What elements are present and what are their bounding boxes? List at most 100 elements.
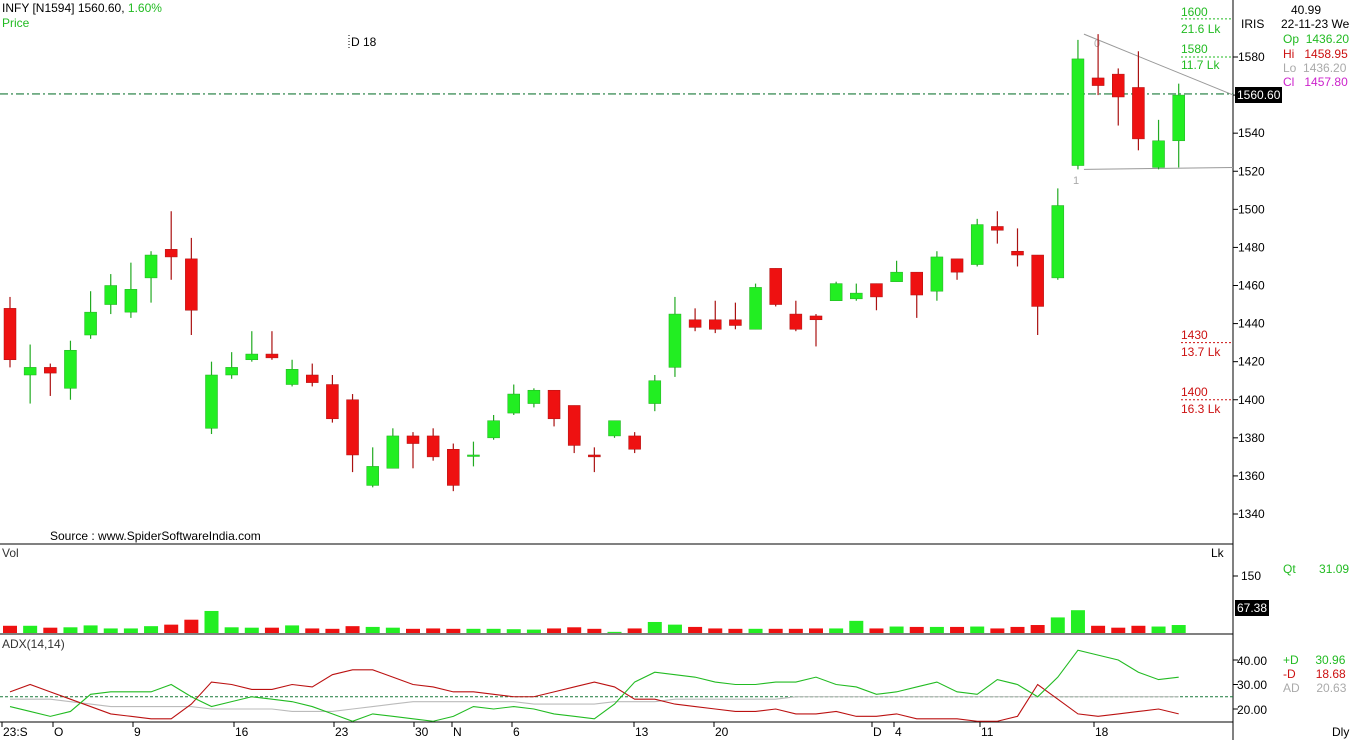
volume-qt: Qt 31.09 [1283, 562, 1349, 576]
candle-body [1071, 58, 1085, 166]
volume-bar [929, 626, 944, 633]
candle-body [749, 287, 762, 330]
volume-bar [667, 624, 682, 633]
volume-bar [385, 627, 400, 633]
volume-bar [345, 626, 360, 633]
adx-tick-20: 20.00 [1237, 703, 1268, 717]
candle-body [44, 367, 57, 374]
plus-di-line [9, 649, 1179, 722]
candle-body [1011, 250, 1024, 256]
candle-body [3, 308, 17, 361]
volume-bar [970, 626, 985, 633]
volume-bar [184, 619, 199, 633]
x-tick-label: 11 [981, 725, 994, 739]
candle-body [970, 224, 984, 265]
price-tick-label: 1520 [1238, 164, 1265, 178]
volume-bar [990, 628, 1005, 633]
close-label: Cl [1283, 75, 1295, 89]
x-tick-label: N [453, 725, 462, 739]
price-tick-label: 1580 [1238, 50, 1265, 64]
adx-label: ADX(14,14) [2, 637, 65, 651]
candle-body [144, 254, 158, 279]
change-percent: 1.60% [127, 1, 162, 15]
price-tick-label: 1360 [1238, 469, 1265, 483]
x-tick-label: 9 [134, 725, 141, 739]
candle-body [588, 454, 601, 458]
volume-bar [23, 625, 38, 633]
candle-body [1172, 94, 1185, 142]
price-panel[interactable]: 01 [0, 18, 1234, 492]
volume-bar [103, 628, 118, 633]
x-tick-label: 16 [235, 725, 249, 739]
candle-body [950, 258, 964, 273]
volume-bar [647, 621, 662, 633]
adx-mdi: -D 18.68 [1283, 667, 1346, 681]
low-label: Lo [1283, 61, 1297, 75]
volume-box: 67.38 [1235, 600, 1270, 616]
volume-bar [688, 626, 703, 633]
volume-bar [285, 625, 300, 633]
candle-body [426, 435, 440, 458]
candle-body [1031, 254, 1044, 307]
x-tick-label: 18 [1095, 725, 1109, 739]
triangle-label-0: 0 [1094, 38, 1100, 50]
candle-body [628, 435, 641, 450]
qt-value: 31.09 [1319, 562, 1350, 576]
candle-body [265, 353, 279, 359]
info-high: Hi 1458.95 [1283, 47, 1348, 61]
volume-panel[interactable] [3, 575, 1238, 633]
volume-bar [587, 628, 602, 633]
price-tick-label: 1480 [1238, 240, 1265, 254]
adx-panel[interactable] [0, 649, 1238, 722]
volume-bar [748, 628, 763, 633]
candle-body [890, 271, 903, 282]
candle-body [789, 313, 803, 330]
candle-body [829, 283, 843, 301]
candle-body [1152, 140, 1165, 168]
triangle-label-1: 1 [1073, 175, 1079, 187]
pdi-value: 30.96 [1315, 653, 1346, 667]
volume-bar [426, 628, 441, 633]
volume-bar [63, 627, 78, 633]
candle-body [185, 258, 198, 311]
interval-label[interactable]: Dly [1332, 725, 1350, 739]
candle-body [447, 449, 460, 486]
adx-pdi: +D 30.96 [1283, 653, 1345, 667]
volume-bar [950, 626, 965, 633]
level-1430-vol: 13.7 Lk [1181, 345, 1221, 359]
volume-bar [627, 628, 642, 633]
candle-body [64, 349, 77, 389]
candle-body [487, 420, 500, 439]
adx-value: 20.63 [1316, 681, 1347, 695]
info-close: Cl 1457.80 [1283, 75, 1348, 89]
candle-body [1091, 77, 1105, 86]
candle-body [688, 319, 702, 328]
x-tick-label: 4 [895, 725, 902, 739]
low-value: 1436.20 [1303, 61, 1347, 75]
symbol-header: INFY [N1594] 1560.60, 1.60% [2, 1, 162, 15]
volume-bar [1050, 617, 1065, 633]
volume-bar [83, 625, 98, 633]
candle-body [245, 353, 259, 361]
mdi-label: -D [1283, 667, 1296, 681]
candle-body [809, 315, 823, 321]
candle-body [930, 256, 944, 292]
price-tick-label: 1420 [1238, 355, 1265, 369]
candle-body [1132, 87, 1145, 140]
volume-bar [829, 628, 844, 633]
price-tick-label: 1500 [1238, 202, 1265, 216]
candle-body [608, 420, 621, 437]
candle-body [870, 283, 883, 298]
volume-bar [244, 627, 259, 633]
price-label: Price [2, 16, 30, 30]
adx-tick-30: 30.00 [1237, 678, 1268, 692]
candle-body [366, 466, 379, 486]
volume-bar [123, 628, 138, 633]
volume-bar [506, 629, 521, 633]
volume-bar [1151, 626, 1166, 633]
level-1430-price: 1430 [1181, 328, 1208, 342]
volume-bar [607, 631, 622, 633]
volume-bar [909, 626, 924, 633]
candle-body [285, 369, 299, 385]
